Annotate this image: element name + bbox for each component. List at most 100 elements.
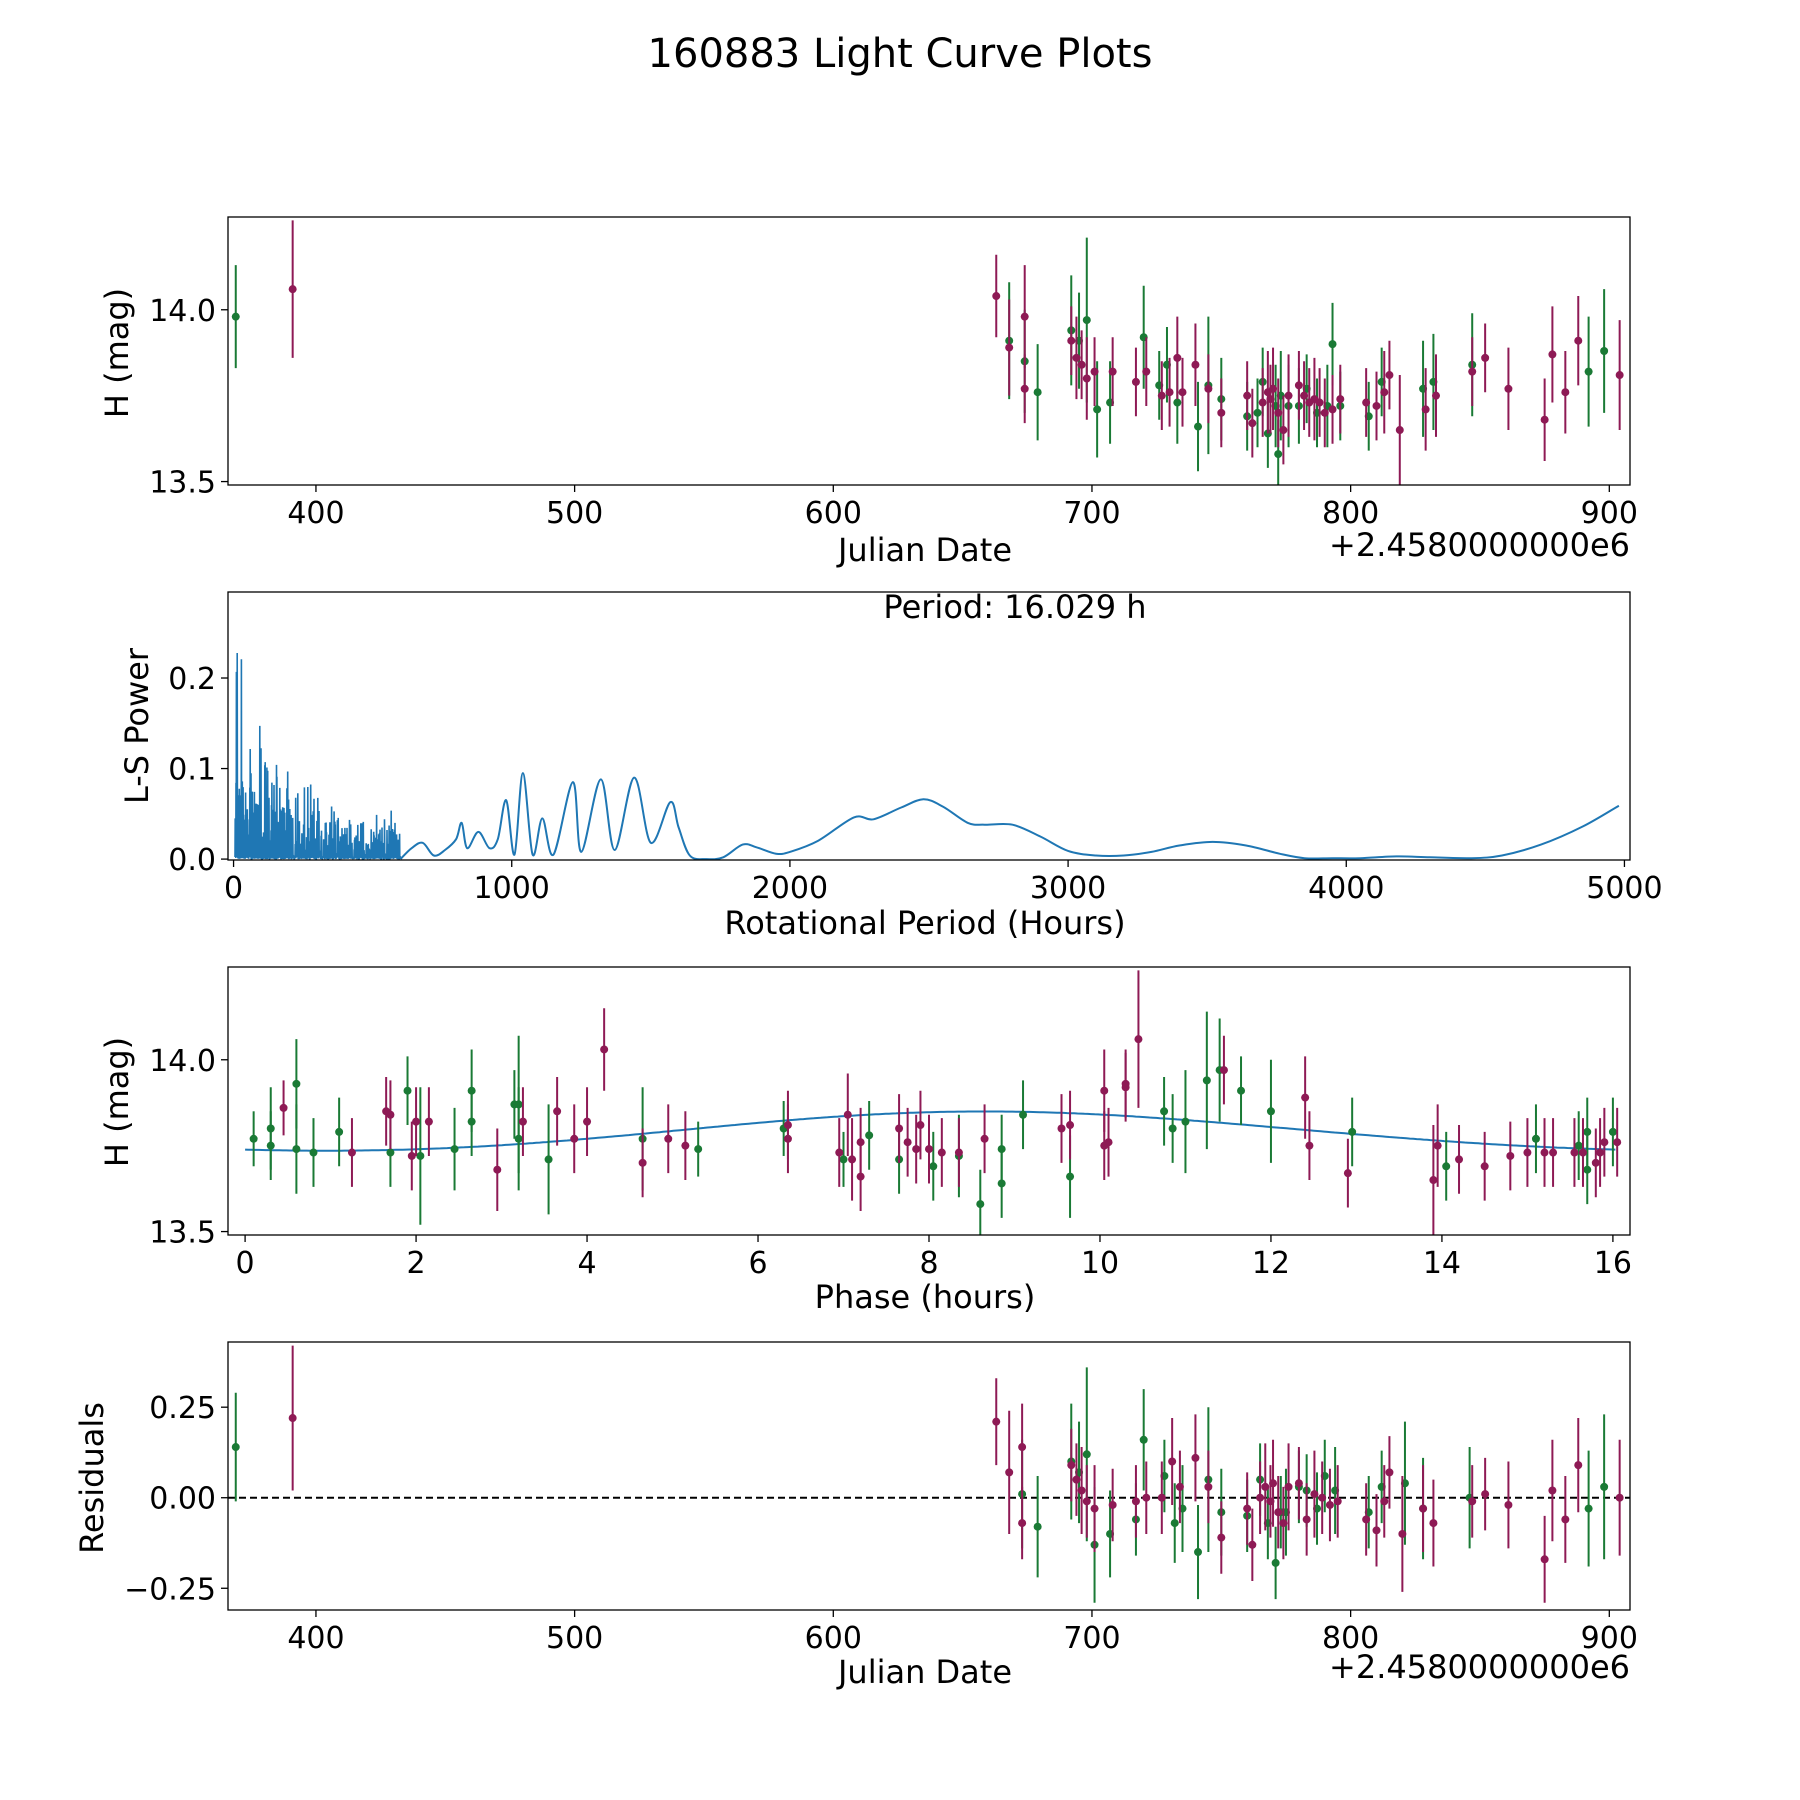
- data-point: [335, 1127, 344, 1136]
- data-point: [1615, 371, 1624, 380]
- data-point: [1256, 1493, 1265, 1502]
- phased-xtick-label: 14: [1423, 1246, 1461, 1281]
- data-point: [1072, 1475, 1081, 1484]
- data-point: [1398, 1529, 1407, 1538]
- lightcurve-xtick-label: 800: [1322, 496, 1379, 531]
- data-point: [1066, 1121, 1075, 1130]
- data-point: [903, 1138, 912, 1147]
- data-point: [1139, 1435, 1148, 1444]
- data-point: [1020, 312, 1029, 321]
- data-point: [1284, 1482, 1293, 1491]
- data-point: [1271, 1558, 1280, 1567]
- data-point: [1005, 343, 1014, 352]
- data-point: [1348, 1127, 1357, 1136]
- data-point: [1343, 1169, 1352, 1178]
- phased-xtick-label: 12: [1252, 1246, 1290, 1281]
- data-point: [1333, 1497, 1342, 1506]
- data-point: [1219, 1066, 1228, 1075]
- data-point: [1481, 353, 1490, 362]
- data-point: [1584, 367, 1593, 376]
- data-point: [992, 292, 1001, 301]
- lightcurve-xtick-label: 700: [1063, 496, 1120, 531]
- data-point: [1261, 1482, 1270, 1491]
- data-point: [694, 1145, 703, 1154]
- periodogram-spikes: [234, 652, 402, 860]
- data-point: [954, 1148, 963, 1157]
- data-point: [681, 1141, 690, 1150]
- data-point: [1578, 1148, 1587, 1157]
- lightcurve-axes-frame: [227, 216, 1631, 486]
- data-point: [1108, 367, 1117, 376]
- data-point: [1455, 1155, 1464, 1164]
- lightcurve-xtick-label: 400: [287, 496, 344, 531]
- data-point: [386, 1148, 395, 1157]
- data-point: [1318, 1493, 1327, 1502]
- residuals-plot-area: [228, 1345, 1630, 1603]
- residuals-xtick-label: 700: [1063, 1621, 1120, 1656]
- residuals-xtick-label: 500: [546, 1621, 603, 1656]
- data-point: [1077, 360, 1086, 369]
- data-point: [288, 1414, 297, 1423]
- data-point: [1600, 1482, 1609, 1491]
- data-point: [1248, 1540, 1257, 1549]
- data-point: [1301, 1093, 1310, 1102]
- data-point: [292, 1079, 301, 1088]
- data-point: [1082, 374, 1091, 383]
- data-point: [1165, 388, 1174, 397]
- data-point: [1540, 1148, 1549, 1157]
- data-point: [1157, 391, 1166, 400]
- periodogram-ytick-label: 0.0: [168, 843, 216, 878]
- phased-xtick-label: 6: [748, 1246, 767, 1281]
- data-point: [1067, 1461, 1076, 1470]
- data-point: [416, 1151, 425, 1160]
- data-point: [1191, 360, 1200, 369]
- data-point: [912, 1145, 921, 1154]
- data-point: [1431, 391, 1440, 400]
- data-point: [1372, 401, 1381, 410]
- data-point: [412, 1117, 421, 1126]
- data-point: [1067, 336, 1076, 345]
- data-point: [1429, 1519, 1438, 1528]
- data-point: [1072, 353, 1081, 362]
- data-point: [231, 312, 240, 321]
- data-point: [1300, 391, 1309, 400]
- phased-xtick-label: 2: [407, 1246, 426, 1281]
- data-point: [1531, 1134, 1540, 1143]
- data-point: [1104, 1138, 1113, 1147]
- data-point: [1248, 419, 1257, 428]
- phased-series-magenta: [279, 970, 1622, 1235]
- data-point: [1142, 367, 1151, 376]
- phased-ytick-label: 13.5: [149, 1216, 216, 1251]
- data-point: [1134, 1035, 1143, 1044]
- data-point: [1481, 1490, 1490, 1499]
- data-point: [467, 1117, 476, 1126]
- data-point: [1442, 1162, 1451, 1171]
- residuals-xtick-label: 400: [287, 1621, 344, 1656]
- data-point: [992, 1417, 1001, 1426]
- data-point: [292, 1145, 301, 1154]
- lightcurve-panel: Julian Date +2.4580000000e6 H (mag) 400 5…: [98, 216, 1638, 569]
- data-point: [288, 285, 297, 294]
- data-point: [980, 1134, 989, 1143]
- lightcurve-ytick-label: 14.0: [149, 294, 216, 329]
- data-point: [1237, 1086, 1246, 1095]
- data-point: [1468, 367, 1477, 376]
- data-point: [1194, 1548, 1203, 1557]
- data-point: [664, 1134, 673, 1143]
- data-point: [1157, 1493, 1166, 1502]
- residuals-ytick-label: 0.25: [149, 1391, 216, 1426]
- data-point: [1504, 384, 1513, 393]
- periodogram-ytick-label: 0.1: [168, 753, 216, 788]
- data-point: [1315, 398, 1324, 407]
- data-point: [1584, 1504, 1593, 1513]
- data-point: [1506, 1151, 1515, 1160]
- periodogram-xtick-label: 0: [224, 871, 243, 906]
- data-point: [1583, 1127, 1592, 1136]
- lightcurve-xlabel: Julian Date: [836, 531, 1012, 569]
- data-point: [450, 1145, 459, 1154]
- data-point: [544, 1155, 553, 1164]
- data-point: [266, 1141, 275, 1150]
- data-point: [1204, 1482, 1213, 1491]
- lightcurve-series-magenta: [288, 220, 1624, 485]
- data-point: [1082, 316, 1091, 325]
